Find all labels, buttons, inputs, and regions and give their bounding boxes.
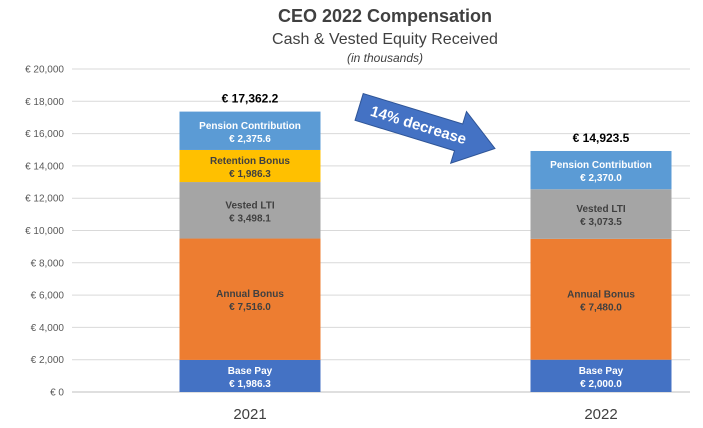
bar-segment <box>530 150 672 190</box>
bar-segment <box>179 359 321 392</box>
bar-segment <box>179 182 321 239</box>
y-tick-label: € 12,000 <box>25 194 64 205</box>
bar-segment <box>179 149 321 183</box>
segment-value-label: € 7,516.0 <box>229 302 271 313</box>
y-tick-label: € 10,000 <box>25 226 64 237</box>
y-tick-label: € 18,000 <box>25 97 64 108</box>
chart-unit-note: (in thousands) <box>347 51 423 65</box>
total-label: € 14,923.5 <box>573 131 630 145</box>
annotation: 14% decrease <box>354 92 496 164</box>
segment-name-label: Pension Contribution <box>550 160 652 171</box>
x-tick-label: 2021 <box>233 406 266 423</box>
segment-value-label: € 7,480.0 <box>580 302 622 313</box>
gridlines <box>72 68 690 393</box>
segment-name-label: Annual Bonus <box>567 289 635 300</box>
segment-name-label: Base Pay <box>579 366 624 377</box>
bar-segment <box>530 359 672 392</box>
y-tick-label: € 16,000 <box>25 129 64 140</box>
bar-segment <box>530 189 672 239</box>
decrease-arrow <box>354 92 496 164</box>
y-tick-label: € 8,000 <box>31 258 65 269</box>
segment-name-label: Vested LTI <box>576 204 625 215</box>
bars: Base Pay € 1,986.3 Annual Bonus € 7,516.0 Ve… <box>179 92 672 392</box>
bar-segment <box>179 111 321 150</box>
y-tick-label: € 14,000 <box>25 161 64 172</box>
x-tick-label: 2022 <box>584 406 617 423</box>
segment-value-label: € 2,000.0 <box>580 379 622 390</box>
segment-name-label: Base Pay <box>228 366 273 377</box>
segment-name-label: Retention Bonus <box>210 156 290 167</box>
segment-value-label: € 3,073.5 <box>580 217 622 228</box>
segment-value-label: € 1,986.3 <box>229 379 271 390</box>
segment-value-label: € 2,370.0 <box>580 173 622 184</box>
y-tick-label: € 6,000 <box>31 291 65 302</box>
segment-value-label: € 3,498.1 <box>229 213 271 224</box>
segment-value-label: € 2,375.6 <box>229 134 271 145</box>
chart-title: CEO 2022 Compensation <box>278 6 492 26</box>
y-tick-label: € 20,000 <box>25 65 64 76</box>
bar-segment <box>179 238 321 360</box>
bar-segment <box>530 238 672 360</box>
y-tick-label: € 0 <box>50 388 64 399</box>
y-axis: € 0 € 2,000 € 4,000 € 6,000 € 8,000 € 10,000 €… <box>25 65 64 399</box>
segment-name-label: Annual Bonus <box>216 289 284 300</box>
chart-subtitle: Cash & Vested Equity Received <box>272 31 498 48</box>
y-tick-label: € 2,000 <box>31 355 65 366</box>
segment-value-label: € 1,986.3 <box>229 169 271 180</box>
y-tick-label: € 4,000 <box>31 323 65 334</box>
total-label: € 17,362.2 <box>222 92 279 106</box>
segment-name-label: Vested LTI <box>225 200 274 211</box>
x-axis: 2021 2022 <box>233 406 617 423</box>
segment-name-label: Pension Contribution <box>199 121 301 132</box>
